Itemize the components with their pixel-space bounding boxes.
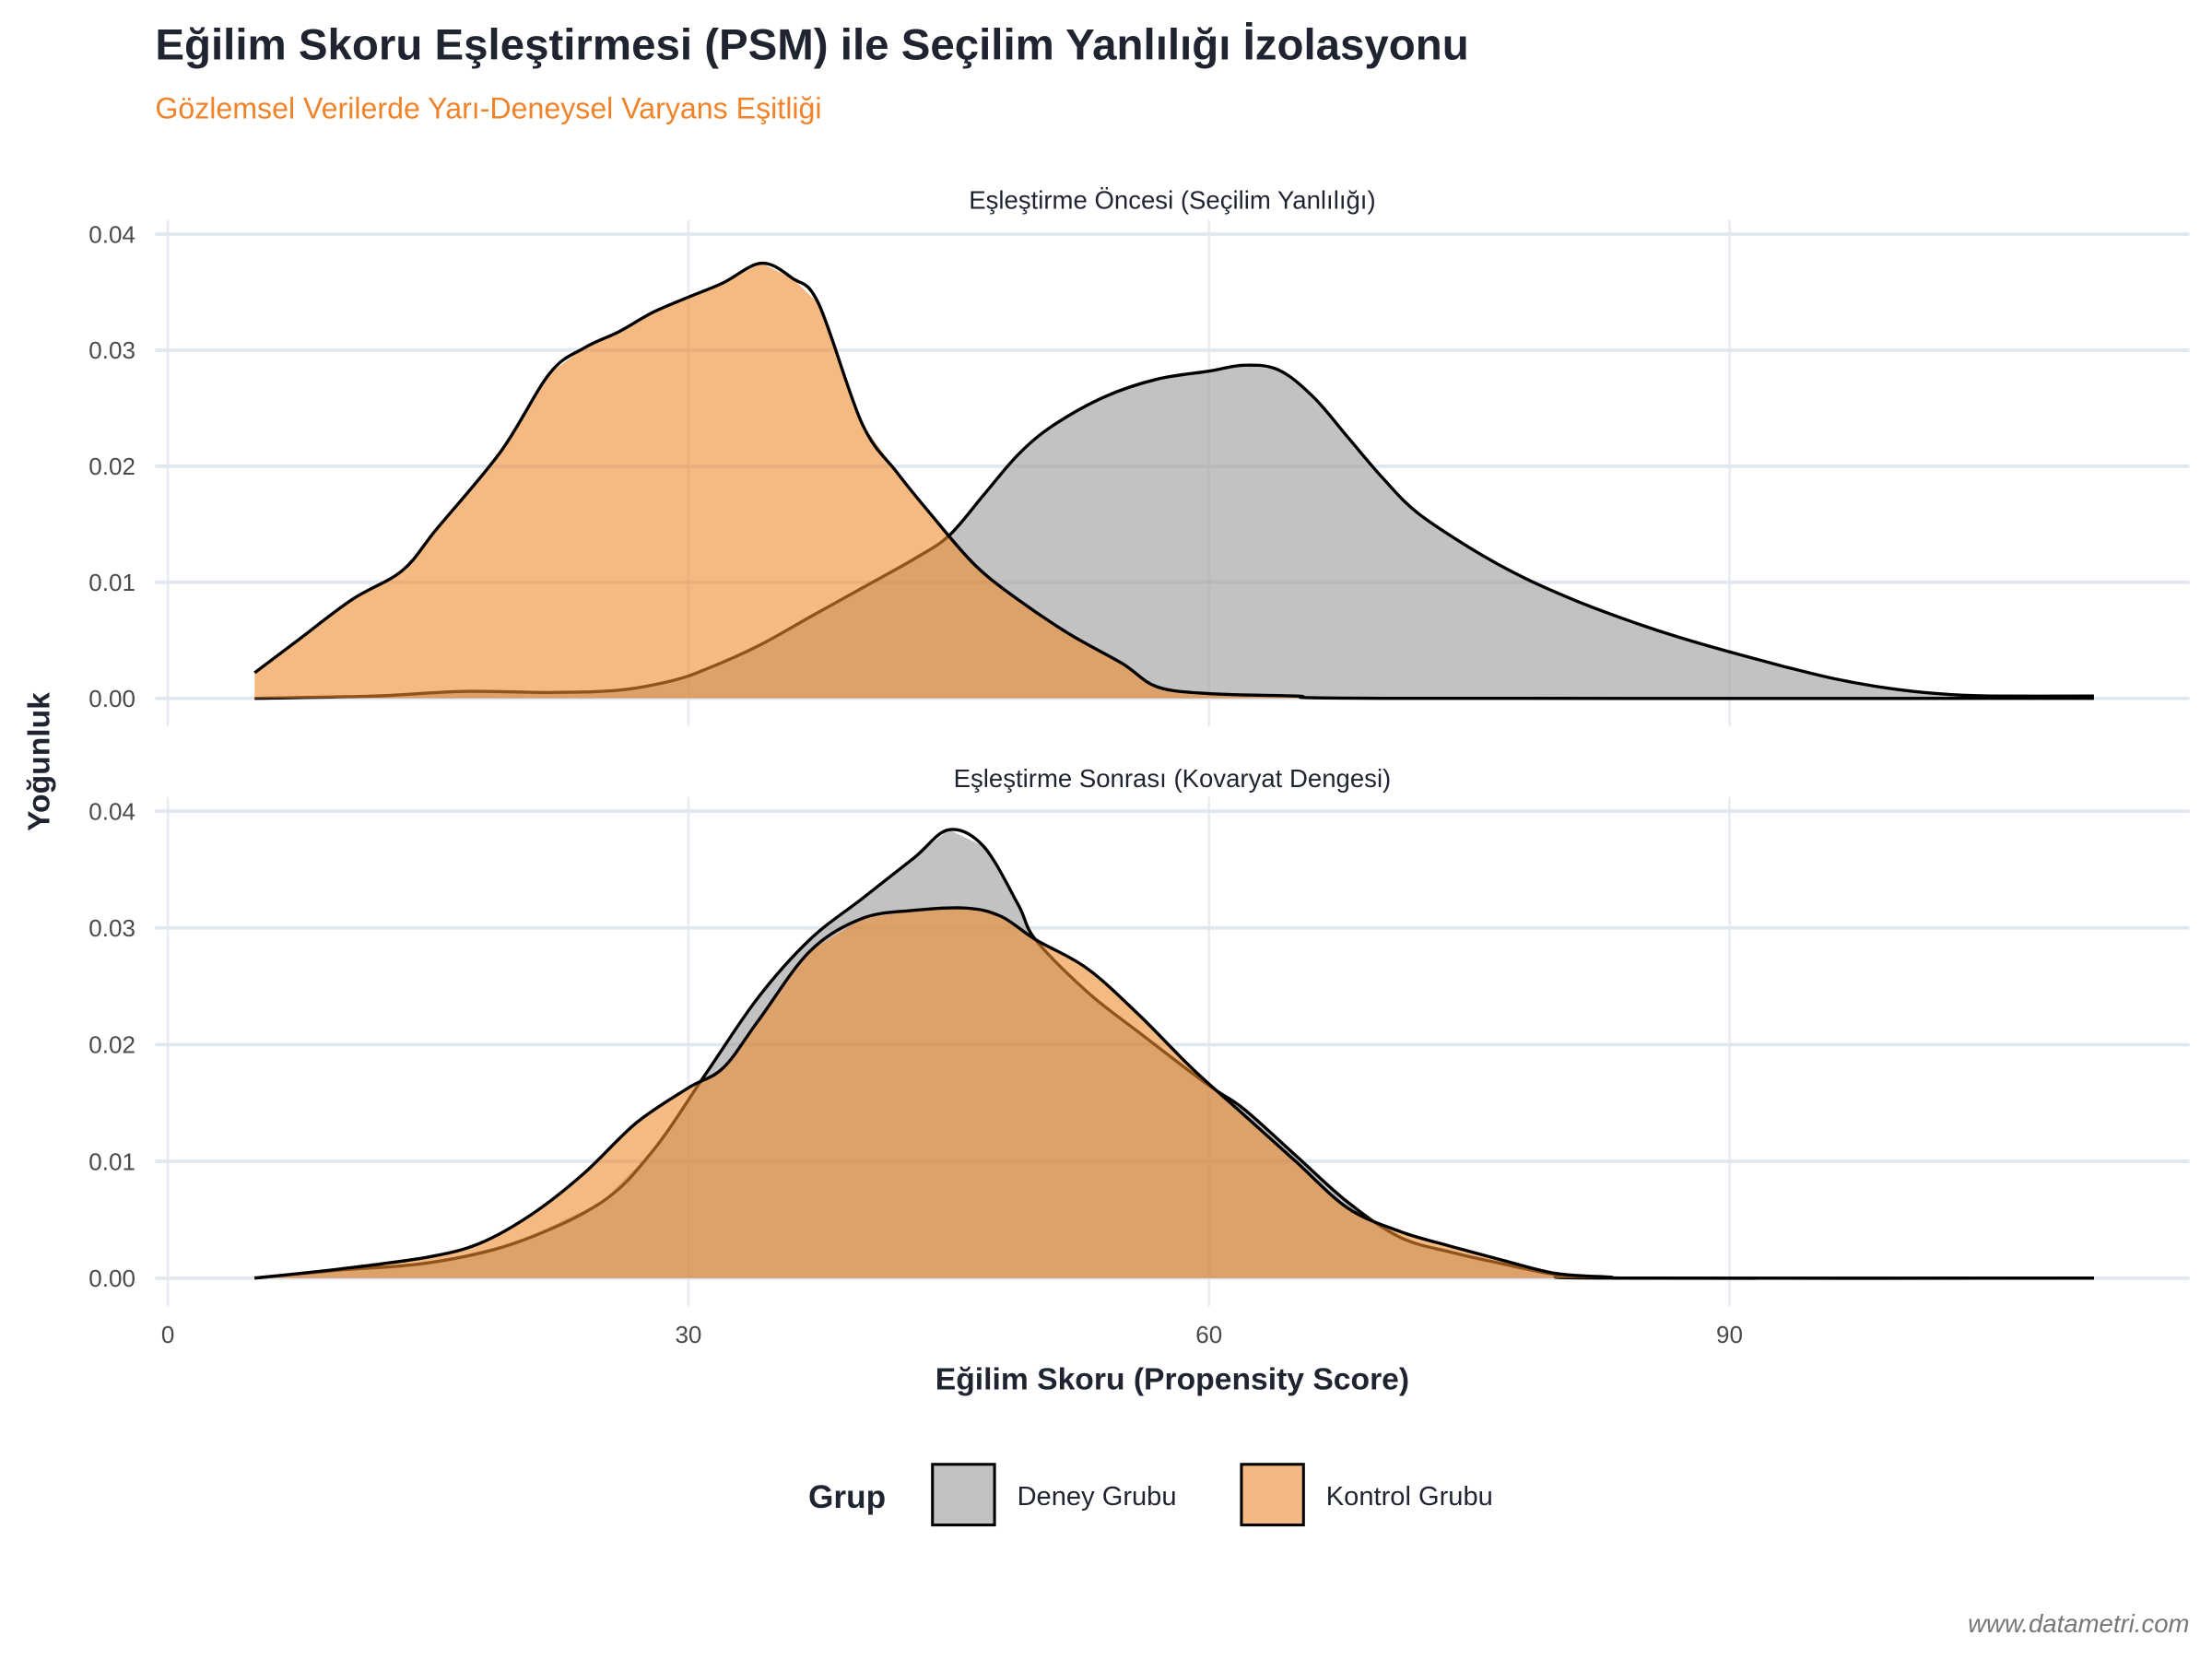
x-axis-ticks: 0 30 60 90 [161,1321,1743,1348]
y-tick-label: 0.02 [88,453,135,480]
y-tick-label: 0.01 [88,1147,135,1175]
watermark-caption: www.datametri.com [1968,1609,2189,1638]
density-line-kontrol [253,261,2094,700]
density-area-kontrol [254,908,2094,1278]
y-tick-label: 0.00 [88,1265,135,1292]
panel-before-matching: 0.00 0.01 0.02 0.03 0.04 Eşleştirme Öncesi (S… [88,186,2190,727]
density-area-kontrol [254,263,2094,699]
panel-after-matching: 0.00 0.01 0.02 0.03 0.04 Eşleştirme Sonrası (… [88,764,2190,1307]
y-tick-label: 0.03 [88,336,135,364]
y-tick-label: 0.02 [88,1031,135,1059]
y-tick-label: 0.00 [88,685,135,712]
legend-title: Grup [808,1479,886,1515]
legend: Grup Deney Grubu Kontrol Grubu [808,1463,1493,1527]
y-tick-label: 0.04 [88,220,135,248]
x-tick-label: 30 [675,1321,701,1348]
y-tick-label: 0.03 [88,914,135,942]
x-tick-label: 0 [161,1321,174,1348]
chart-title: Eğilim Skoru Eşleştirmesi (PSM) ile Seçi… [155,20,1468,69]
legend-key-kontrol [1240,1463,1305,1527]
density-line-kontrol [254,906,2094,1280]
x-tick-label: 90 [1716,1321,1743,1348]
panel-title: Eşleştirme Sonrası (Kovaryat Dengesi) [954,764,1392,793]
y-tick-label: 0.01 [88,569,135,596]
legend-label-deney: Deney Grubu [1018,1482,1177,1512]
x-tick-label: 60 [1195,1321,1222,1348]
panel-title: Eşleştirme Öncesi (Seçilim Yanlılığı) [969,186,1375,215]
y-axis-title: Yoğunluk [23,692,57,831]
chart-subtitle: Gözlemsel Verilerde Yarı-Deneysel Varyan… [155,92,821,125]
legend-key-deney [931,1463,996,1527]
x-axis-title: Eğilim Skoru (Propensity Score) [935,1363,1409,1397]
y-tick-label: 0.04 [88,797,135,825]
density-area-deney [254,365,2094,699]
legend-label-kontrol: Kontrol Grubu [1326,1482,1493,1512]
